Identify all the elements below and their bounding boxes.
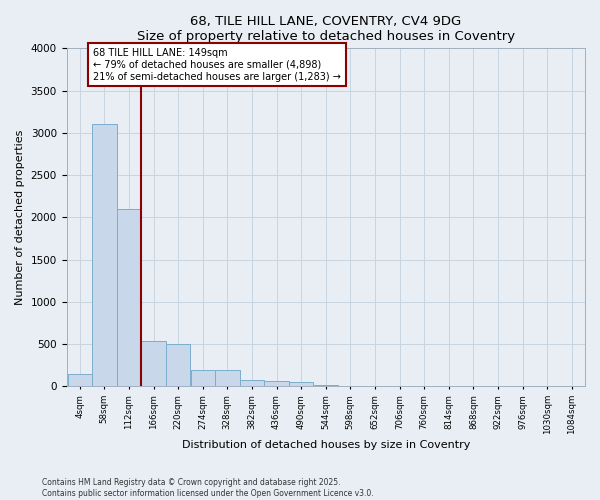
- Bar: [68, 374, 92, 386]
- Y-axis label: Number of detached properties: Number of detached properties: [15, 130, 25, 305]
- Bar: [117, 209, 141, 386]
- X-axis label: Distribution of detached houses by size in Coventry: Distribution of detached houses by size …: [182, 440, 470, 450]
- Bar: [92, 124, 116, 386]
- Bar: [191, 370, 215, 386]
- Text: Contains HM Land Registry data © Crown copyright and database right 2025.
Contai: Contains HM Land Registry data © Crown c…: [42, 478, 374, 498]
- Bar: [289, 382, 313, 386]
- Bar: [166, 344, 190, 387]
- Bar: [265, 382, 289, 386]
- Bar: [240, 380, 264, 386]
- Title: 68, TILE HILL LANE, COVENTRY, CV4 9DG
Size of property relative to detached hous: 68, TILE HILL LANE, COVENTRY, CV4 9DG Si…: [137, 15, 515, 43]
- Bar: [314, 384, 338, 386]
- Bar: [142, 341, 166, 386]
- Bar: [215, 370, 239, 386]
- Text: 68 TILE HILL LANE: 149sqm
← 79% of detached houses are smaller (4,898)
21% of se: 68 TILE HILL LANE: 149sqm ← 79% of detac…: [93, 48, 341, 82]
